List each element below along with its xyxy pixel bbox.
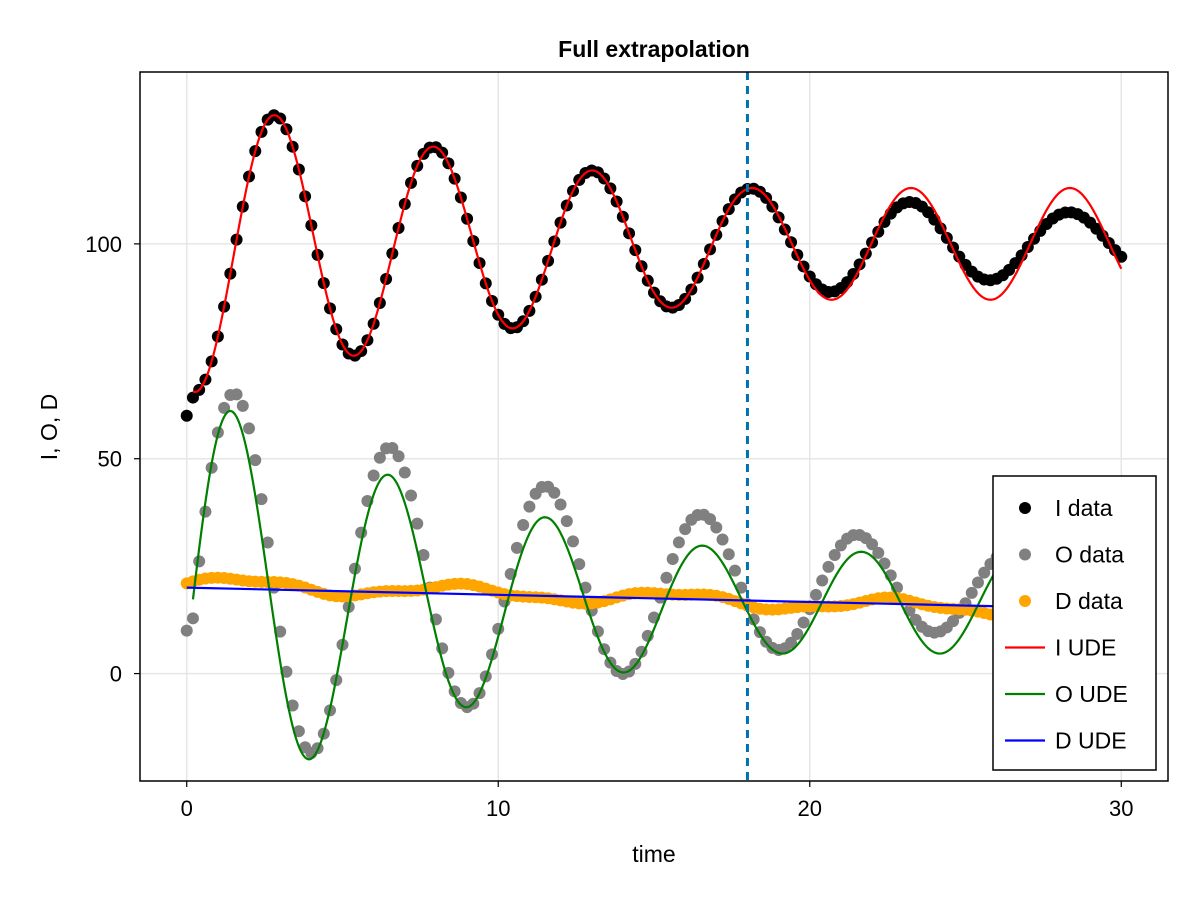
- data-point: [567, 535, 580, 548]
- data-point: [398, 466, 411, 479]
- x-tick-label: 10: [486, 796, 510, 821]
- data-point: [261, 536, 274, 549]
- series-o-data: [180, 388, 1128, 759]
- data-point: [199, 505, 212, 518]
- data-point: [560, 515, 573, 528]
- series-line: [192, 114, 1123, 394]
- data-point: [971, 576, 984, 589]
- x-tick-label: 0: [181, 796, 193, 821]
- data-point: [218, 401, 231, 414]
- legend-label: D data: [1055, 588, 1123, 614]
- legend: I data O data D data I UDE O UDE D UDE: [992, 475, 1157, 771]
- data-point: [809, 588, 822, 601]
- data-point: [866, 538, 879, 551]
- data-point: [666, 552, 679, 565]
- y-tick-label: 100: [85, 232, 122, 257]
- data-point: [965, 586, 978, 599]
- series-line: [186, 586, 1122, 611]
- series-i-data: [180, 109, 1128, 422]
- legend-box: [992, 475, 1157, 771]
- ticks: 0 10 20 30 0 50 100: [85, 232, 1133, 821]
- data-point: [274, 625, 287, 638]
- legend-label: O data: [1055, 542, 1124, 568]
- data-point: [186, 612, 199, 625]
- series-d-ude: [186, 586, 1122, 611]
- legend-marker: [1019, 548, 1031, 561]
- plot-frame: [139, 71, 1169, 782]
- data-point: [822, 560, 835, 573]
- data-point: [878, 215, 891, 228]
- data-point: [791, 627, 804, 640]
- chart-title: Full extrapolation: [558, 36, 750, 62]
- data-point: [722, 548, 735, 561]
- data-point: [386, 442, 399, 455]
- y-tick-label: 0: [110, 662, 122, 687]
- legend-label: I UDE: [1055, 635, 1116, 661]
- data-point: [193, 555, 206, 568]
- data-point: [255, 493, 268, 506]
- data-point: [243, 422, 256, 435]
- data-point: [510, 541, 523, 554]
- x-axis-label: time: [632, 841, 675, 867]
- data-point: [872, 546, 885, 559]
- legend-marker: [1019, 595, 1031, 607]
- data-point: [405, 489, 418, 502]
- legend-item: D UDE: [1005, 728, 1127, 754]
- y-tick-label: 50: [98, 447, 122, 472]
- data-point: [554, 498, 567, 511]
- legend-label: I data: [1055, 495, 1113, 521]
- data-point: [573, 558, 586, 571]
- data-point: [180, 409, 193, 422]
- data-point: [548, 486, 561, 499]
- data-point: [828, 548, 841, 561]
- data-point: [710, 521, 723, 534]
- legend-item: O UDE: [1005, 681, 1128, 707]
- legend-label: O UDE: [1055, 681, 1128, 707]
- data-point: [660, 571, 673, 584]
- data-point: [728, 564, 741, 577]
- data-point: [236, 399, 249, 412]
- data-point: [411, 517, 424, 530]
- data-point: [947, 615, 960, 628]
- legend-item: D data: [1019, 588, 1123, 614]
- data-point: [797, 616, 810, 629]
- data-point: [704, 513, 717, 526]
- data-point: [1115, 250, 1128, 263]
- grid: [140, 72, 1168, 781]
- data-point: [679, 523, 692, 536]
- data-point: [348, 562, 361, 575]
- data-point: [672, 536, 685, 549]
- y-axis-label: I, O, D: [36, 394, 62, 460]
- series-i-ude: [192, 114, 1123, 394]
- data-point: [517, 519, 530, 532]
- data-point: [180, 624, 193, 637]
- legend-label: D UDE: [1055, 728, 1127, 754]
- data-point: [367, 469, 380, 482]
- legend-item: I data: [1019, 495, 1113, 521]
- data-point: [934, 222, 947, 235]
- legend-marker: [1019, 502, 1031, 514]
- data-point: [978, 566, 991, 579]
- series-line: [191, 409, 1123, 761]
- series-layer: [180, 72, 1128, 781]
- series-o-ude: [191, 409, 1123, 761]
- x-tick-label: 30: [1109, 796, 1133, 821]
- data-point: [417, 549, 430, 562]
- data-point: [716, 533, 729, 546]
- legend-item: O data: [1019, 542, 1124, 568]
- x-tick-label: 20: [798, 796, 822, 821]
- data-point: [249, 454, 262, 467]
- data-point: [373, 451, 386, 464]
- data-point: [785, 636, 798, 649]
- data-point: [392, 450, 405, 463]
- data-point: [816, 574, 829, 587]
- data-point: [523, 500, 536, 513]
- legend-item: I UDE: [1005, 635, 1116, 661]
- data-point: [230, 388, 243, 401]
